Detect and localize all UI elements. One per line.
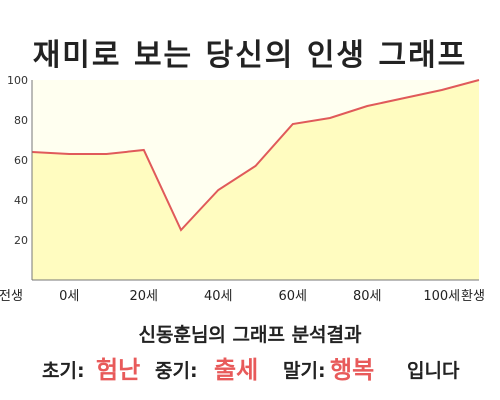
x-tick-label: 전생 — [0, 289, 23, 304]
x-tick-label: 0세 — [59, 289, 79, 304]
middle-label: 중기: — [155, 360, 198, 382]
middle-value: 출세 — [214, 356, 259, 384]
y-tick-label-60: 60 — [14, 154, 28, 167]
y-tick-label-80: 80 — [14, 114, 28, 127]
y-tick-label-20: 20 — [14, 234, 28, 247]
x-ticks: 전생 0세 20세 40세 60세 80세 100세 환생 — [0, 289, 485, 304]
x-tick-label: 40세 — [204, 289, 233, 304]
early-value: 험난 — [96, 356, 141, 384]
late-label: 말기: — [283, 360, 326, 382]
y-tick-label-40: 40 — [14, 194, 28, 207]
chart-title: 재미로 보는 당신의 인생 그래프 — [32, 38, 468, 73]
x-tick-label: 환생 — [461, 289, 485, 304]
early-label: 초기: — [42, 360, 85, 382]
late-value: 행복 — [330, 356, 375, 384]
analysis-heading: 신동훈님의 그래프 분석결과 — [138, 324, 362, 346]
y-tick-label-100: 100 — [7, 74, 28, 87]
series-line — [31, 79, 480, 232]
x-tick-label: 60세 — [278, 289, 307, 304]
area-fill — [32, 80, 479, 280]
ending-text: 입니다 — [407, 360, 460, 382]
x-tick-label: 20세 — [129, 289, 158, 304]
x-tick-label: 100세 — [423, 289, 460, 304]
analysis-result: 초기: 험난 중기: 출세 말기: 행복 입니다 — [0, 348, 500, 384]
y-ticks: 20 40 60 80 100 — [7, 74, 28, 247]
x-tick-label: 80세 — [353, 289, 382, 304]
